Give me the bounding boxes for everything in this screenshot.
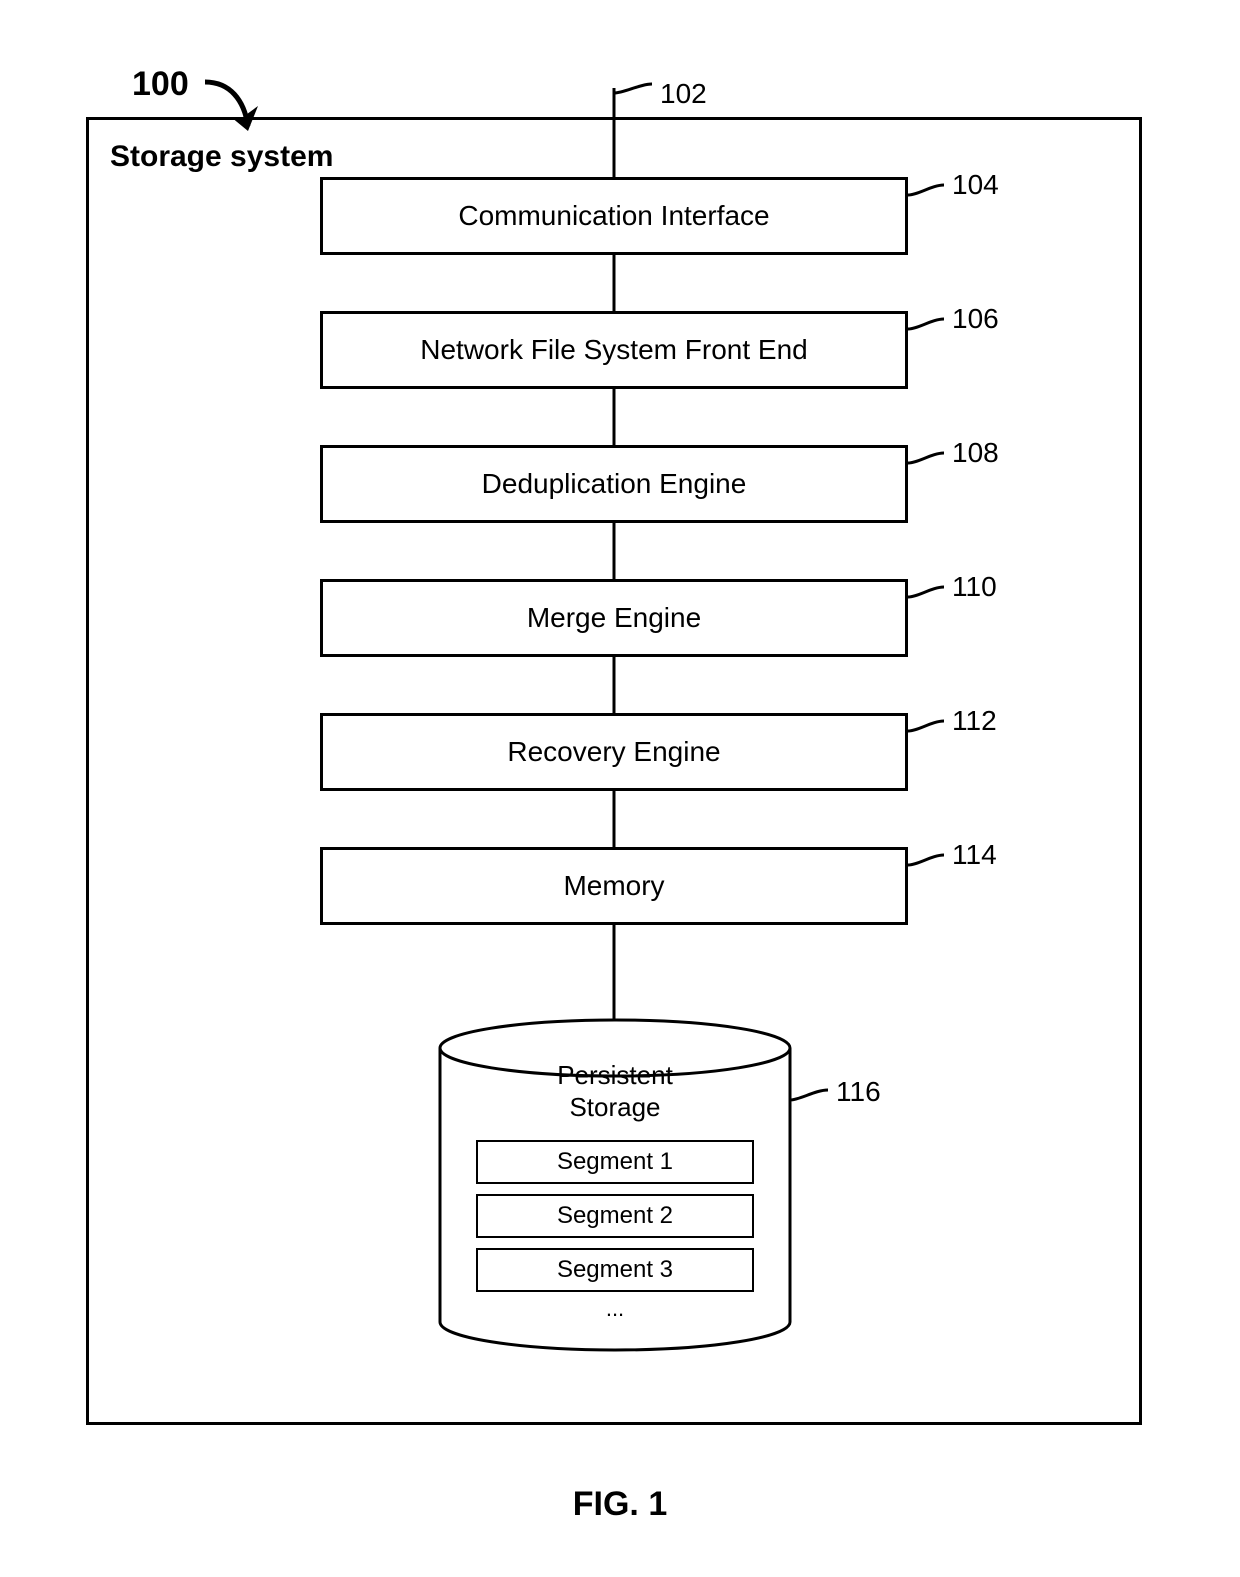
figure-caption: FIG. 1 <box>0 1485 1240 1524</box>
ref-116: 116 <box>836 1076 881 1108</box>
segments-ellipsis: ... <box>440 1296 790 1322</box>
segment-box: Segment 2 <box>476 1194 754 1238</box>
persistent-storage-title-1: Persistent <box>440 1060 790 1091</box>
persistent-storage-cylinder <box>0 0 1240 1577</box>
segment-label: Segment 2 <box>557 1202 673 1230</box>
segment-label: Segment 1 <box>557 1148 673 1176</box>
persistent-storage-title-2: Storage <box>440 1092 790 1123</box>
diagram-canvas: 100 Storage system 102 Communication Int… <box>0 0 1240 1577</box>
segment-box: Segment 3 <box>476 1248 754 1292</box>
segment-box: Segment 1 <box>476 1140 754 1184</box>
segment-label: Segment 3 <box>557 1256 673 1284</box>
